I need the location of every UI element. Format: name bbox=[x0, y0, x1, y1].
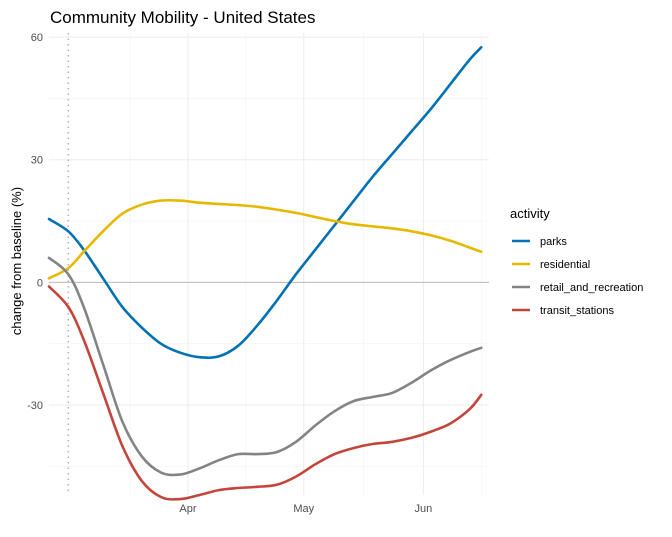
legend-label-parks: parks bbox=[540, 236, 567, 248]
series-line-parks bbox=[47, 46, 483, 360]
chart-title: Community Mobility - United States bbox=[50, 8, 315, 27]
y-tick-label: -30 bbox=[27, 400, 43, 412]
legend-label-residential: residential bbox=[540, 259, 590, 271]
reference-lines bbox=[49, 33, 489, 495]
series-lines bbox=[47, 46, 483, 501]
x-tick-labels: Apr May Jun bbox=[179, 503, 432, 515]
y-tick-label: 60 bbox=[31, 32, 43, 44]
x-tick-label: Jun bbox=[415, 503, 433, 515]
y-axis-title: change from baseline (%) bbox=[9, 187, 24, 335]
series-line-retail_and_recreation bbox=[47, 256, 483, 477]
y-tick-label: 0 bbox=[37, 277, 43, 289]
y-tick-labels: -30 0 30 60 bbox=[27, 32, 43, 412]
legend-label-retail_and_recreation: retail_and_recreation bbox=[540, 282, 643, 294]
legend-title: activity bbox=[510, 206, 550, 221]
y-tick-label: 30 bbox=[31, 155, 43, 167]
legend-label-transit_stations: transit_stations bbox=[540, 305, 614, 317]
x-tick-label: May bbox=[293, 503, 314, 515]
series-line-transit_stations bbox=[47, 285, 483, 501]
x-tick-label: Apr bbox=[179, 503, 196, 515]
series-line-residential bbox=[47, 198, 483, 280]
legend: activity parks residential retail_and_recr… bbox=[510, 206, 643, 317]
